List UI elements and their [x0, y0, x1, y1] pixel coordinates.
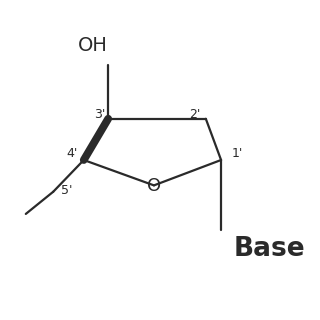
Text: 1': 1' — [232, 147, 243, 160]
Text: O: O — [147, 177, 161, 195]
Text: 2': 2' — [189, 108, 201, 121]
Text: 3': 3' — [94, 108, 105, 121]
Text: Base: Base — [233, 236, 305, 262]
Text: 4': 4' — [66, 147, 78, 160]
Text: OH: OH — [78, 36, 108, 55]
Text: 5': 5' — [61, 184, 72, 196]
